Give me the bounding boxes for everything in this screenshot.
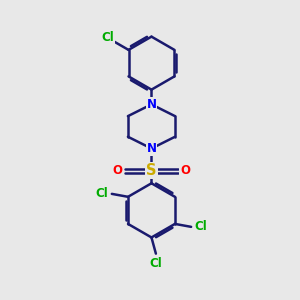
Text: O: O — [112, 164, 123, 177]
Text: Cl: Cl — [101, 31, 114, 44]
Text: O: O — [180, 164, 190, 177]
Text: Cl: Cl — [149, 257, 162, 270]
Text: Cl: Cl — [96, 188, 109, 200]
Text: Cl: Cl — [194, 220, 207, 233]
Text: N: N — [146, 98, 157, 111]
Text: N: N — [146, 142, 157, 155]
Text: S: S — [146, 163, 157, 178]
